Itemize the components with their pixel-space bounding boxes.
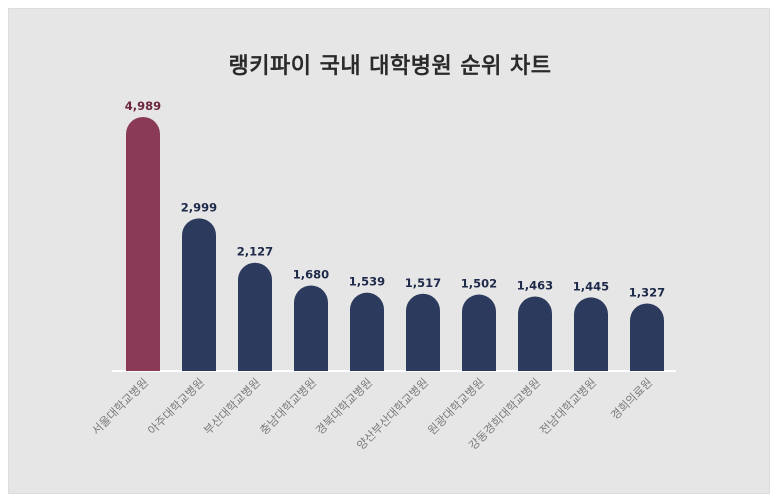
chart-title: 랭키파이 국내 대학병원 순위 차트 xyxy=(228,54,552,79)
value-label-7: 1,502 xyxy=(461,277,497,291)
bar-2 xyxy=(182,218,216,371)
value-label-5: 1,539 xyxy=(349,275,385,289)
value-label-3: 2,127 xyxy=(237,245,273,259)
value-label-8: 1,463 xyxy=(517,279,553,293)
x-tick-label-10: 경희의료원 xyxy=(608,375,655,422)
x-tick-label-5: 경북대학교병원 xyxy=(313,375,375,437)
bar-1 xyxy=(126,117,160,371)
x-tick-label-7: 원광대학교병원 xyxy=(425,375,487,437)
x-tick-label-1: 서울대학교병원 xyxy=(89,375,151,437)
value-label-10: 1,327 xyxy=(629,285,665,299)
bar-6 xyxy=(406,293,440,371)
bar-3 xyxy=(238,262,272,371)
bar-4 xyxy=(294,285,328,371)
value-label-2: 2,999 xyxy=(181,200,217,214)
bar-5 xyxy=(350,292,384,371)
bar-9 xyxy=(574,297,608,371)
x-tick-label-9: 전남대학교병원 xyxy=(537,375,599,437)
value-label-6: 1,517 xyxy=(405,276,441,290)
value-label-1: 4,989 xyxy=(125,99,161,113)
x-tick-label-3: 부산대학교병원 xyxy=(201,375,263,437)
value-label-9: 1,445 xyxy=(573,279,609,293)
x-tick-label-4: 충남대학교병원 xyxy=(257,375,319,437)
bar-7 xyxy=(462,294,496,371)
bar-8 xyxy=(518,296,552,371)
x-tick-label-2: 아주대학교병원 xyxy=(145,375,207,437)
bar-10 xyxy=(630,303,664,371)
value-label-4: 1,680 xyxy=(293,267,329,281)
